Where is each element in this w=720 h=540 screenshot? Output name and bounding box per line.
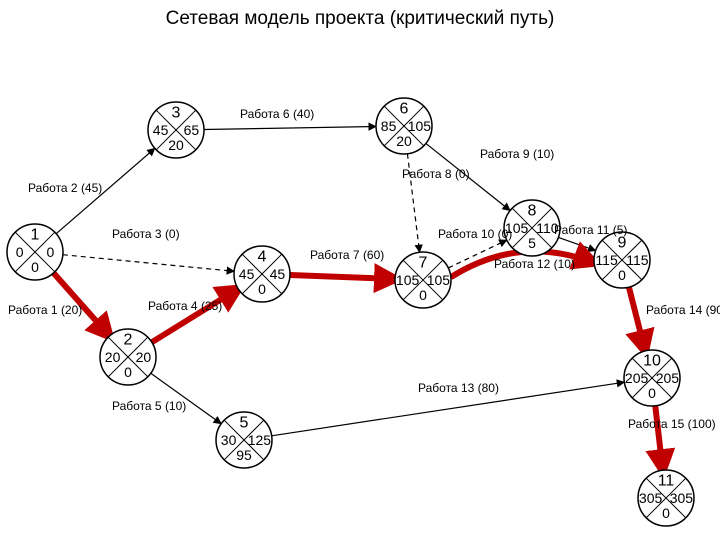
node-slack: 5	[528, 235, 536, 251]
node-9: 91151150	[594, 232, 650, 288]
edge-label: Работа 15 (100)	[628, 417, 716, 431]
node-slack: 20	[168, 137, 184, 153]
node-3: 345 6520	[148, 102, 204, 158]
network-diagram: 1000220200345652044545053012595685105207…	[0, 0, 720, 540]
edge-label: Работа 9 (10)	[480, 147, 554, 161]
node-id: 10	[643, 352, 661, 369]
node-early: 205	[625, 370, 649, 386]
node-slack: 0	[31, 259, 39, 275]
node-early: 30	[221, 432, 237, 448]
node-7: 7105 1050	[395, 252, 451, 308]
node-10: 10205 2050	[624, 350, 680, 406]
node-11: 11305 3050	[638, 470, 694, 526]
node-id: 4	[258, 248, 267, 265]
node-late: 115	[626, 252, 649, 268]
edge-label: Работа 5 (10)	[112, 399, 186, 413]
edge-2-4	[152, 289, 238, 343]
node-early: 45	[239, 266, 255, 282]
edge-label: Работа 6 (40)	[240, 107, 314, 121]
edge-9-10	[629, 287, 645, 351]
node-5: 530 12595	[216, 412, 272, 468]
node-late: 125	[248, 432, 272, 448]
node-slack: 0	[618, 267, 626, 283]
edge-label: Работа 1 (20)	[8, 303, 82, 317]
node-early: 105	[396, 272, 420, 288]
node-1: 1000	[7, 224, 63, 280]
node-early: 0	[16, 244, 24, 260]
node-slack: 0	[419, 287, 427, 303]
edge-label: Работа 14 (90)	[646, 303, 720, 317]
edge-label: Работа 7 (60)	[310, 248, 384, 262]
edge-label: Работа 13 (80)	[418, 381, 499, 395]
edge-label: Работа 8 (0)	[402, 167, 470, 181]
node-id: 2	[124, 331, 133, 348]
node-early: 115	[595, 252, 618, 268]
node-id: 8	[528, 202, 537, 219]
node-late: 65	[184, 122, 200, 138]
node-late: 0	[47, 244, 55, 260]
node-early: 85	[381, 118, 397, 134]
node-id: 1	[31, 226, 40, 243]
node-id: 5	[240, 414, 249, 431]
node-slack: 0	[258, 281, 266, 297]
edge-8-9	[558, 237, 595, 250]
node-slack: 20	[396, 133, 412, 149]
node-slack: 95	[236, 447, 252, 463]
edge-label: Работа 10 (0)	[438, 227, 512, 241]
node-4: 445 450	[234, 246, 290, 302]
edge-3-6	[204, 126, 376, 129]
node-slack: 0	[662, 505, 670, 521]
edge-label: Работа 3 (0)	[112, 227, 180, 241]
edge-10-11	[655, 406, 663, 470]
node-slack: 0	[648, 385, 656, 401]
node-late: 105	[408, 118, 432, 134]
node-early: 20	[105, 349, 121, 365]
edge-label: Работа 2 (45)	[28, 181, 102, 195]
edge-1-4	[63, 255, 234, 272]
edge-label: Работа 4 (25)	[148, 299, 222, 313]
node-early: 45	[153, 122, 169, 138]
node-early: 305	[639, 490, 663, 506]
node-late: 305	[670, 490, 694, 506]
edge-label: Работа 11 (5)	[554, 223, 627, 237]
node-slack: 0	[124, 364, 132, 380]
edge-4-7	[290, 275, 395, 279]
node-late: 105	[427, 272, 451, 288]
node-late: 20	[136, 349, 152, 365]
node-6: 685 10520	[376, 98, 432, 154]
node-late: 45	[270, 266, 286, 282]
node-late: 205	[656, 370, 680, 386]
node-id: 11	[658, 472, 675, 489]
node-id: 6	[400, 100, 409, 117]
node-id: 7	[419, 254, 428, 271]
node-8: 81051105	[504, 200, 560, 256]
node-id: 3	[172, 104, 181, 121]
edge-label: Работа 12 (10)	[494, 257, 575, 271]
node-2: 220 200	[100, 329, 156, 385]
